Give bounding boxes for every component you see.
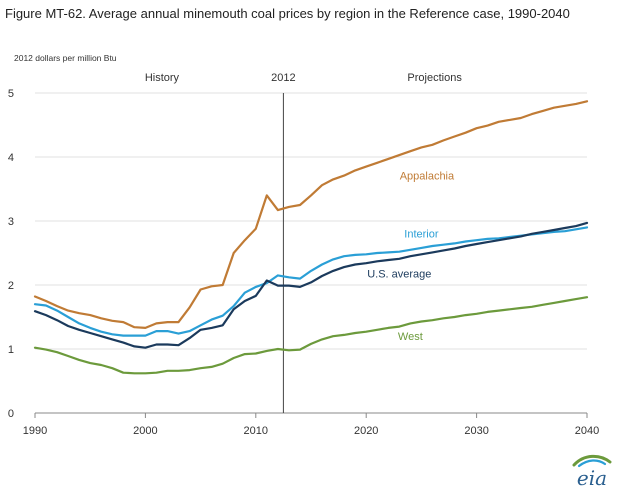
y-tick-label: 1	[8, 344, 14, 356]
series-label-west: West	[398, 331, 423, 343]
y-axis-unit-label: 2012 dollars per million Btu	[14, 53, 117, 63]
x-tick-label: 2040	[575, 425, 599, 437]
history-projection-divider: 2012 History Projections	[145, 72, 462, 413]
gridlines	[35, 92, 587, 350]
series-line-west	[33, 296, 589, 375]
series-labels: Appalachia Interior U.S. average West	[367, 170, 455, 343]
x-tick-label: 2020	[354, 425, 378, 437]
divider-label: 2012	[271, 72, 295, 84]
series-label-interior: Interior	[404, 229, 439, 241]
series-label-appalachia: Appalachia	[400, 170, 455, 182]
series-label-u-s-average: U.S. average	[367, 268, 431, 280]
series-line-u-s-average	[33, 221, 589, 349]
y-tick-label: 0	[8, 408, 14, 420]
y-tick-label: 4	[8, 152, 14, 164]
x-tick-label: 2010	[244, 425, 268, 437]
series-line-appalachia	[33, 100, 589, 329]
y-tick-label: 3	[8, 216, 14, 228]
x-tick-label: 2030	[464, 425, 488, 437]
history-label: History	[145, 72, 180, 84]
x-tick-label: 2000	[133, 425, 157, 437]
figure-title: Figure MT-62. Average annual minemouth c…	[5, 6, 570, 21]
series-line-interior	[33, 226, 589, 337]
projections-label: Projections	[407, 72, 462, 84]
y-tick-label: 5	[8, 88, 14, 100]
eia-logo: eia	[570, 452, 614, 490]
x-tick-label: 1990	[23, 425, 47, 437]
axes: 0 1 2 3 4 5 1990 2000 2010 2020 2030 2040	[8, 88, 599, 437]
series-lines	[33, 100, 589, 375]
logo-text: eia	[577, 466, 607, 490]
y-tick-label: 2	[8, 280, 14, 292]
